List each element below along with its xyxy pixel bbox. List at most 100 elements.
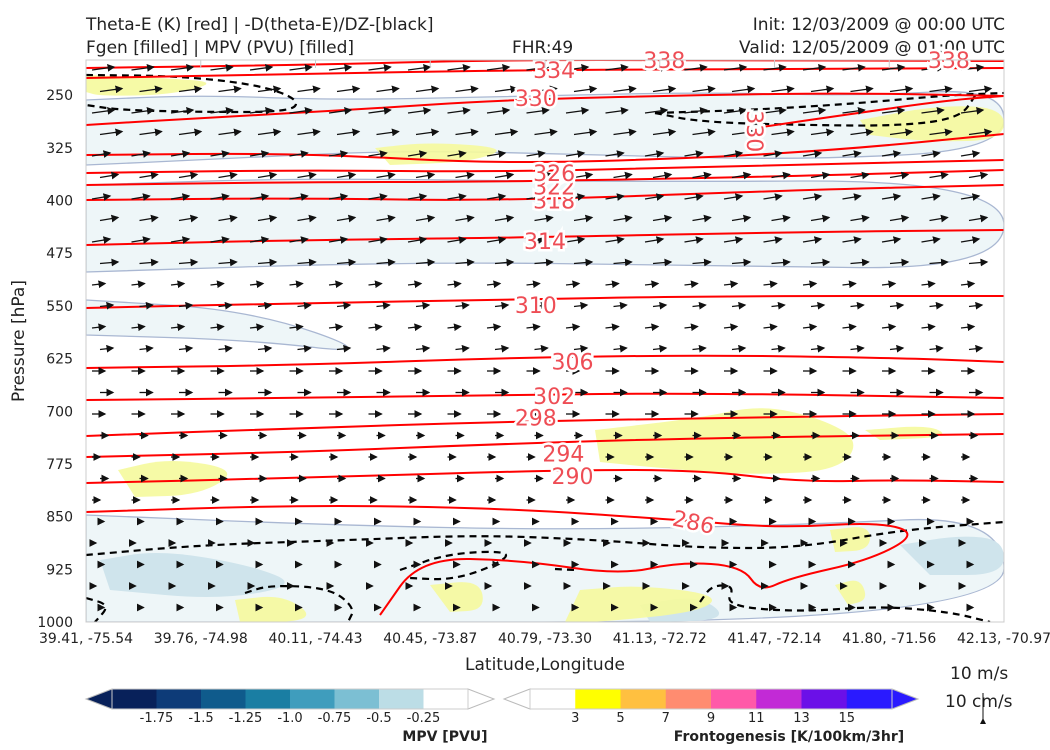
wind-vector bbox=[802, 107, 827, 115]
wind-vector bbox=[921, 323, 936, 332]
wind-vector bbox=[139, 301, 154, 310]
wind-vector bbox=[534, 258, 554, 267]
wind-vector bbox=[802, 150, 823, 158]
wind-vector bbox=[91, 64, 116, 72]
x-tick-label: 40.11, -74.43 bbox=[268, 631, 362, 647]
wind-vector bbox=[652, 171, 673, 180]
wind-vector bbox=[771, 128, 795, 137]
wind-vector bbox=[763, 150, 783, 158]
theta-e-contour-label: 318 bbox=[533, 190, 575, 215]
wind-vector bbox=[407, 193, 428, 201]
wind-vector bbox=[921, 150, 941, 158]
stability-contour bbox=[654, 91, 1004, 115]
wind-vector bbox=[257, 85, 282, 94]
wind-vector bbox=[249, 193, 270, 201]
wind-vector bbox=[297, 214, 317, 223]
theta-e-contour bbox=[86, 229, 1004, 246]
wind-vector bbox=[921, 280, 936, 289]
wind-vector bbox=[297, 171, 317, 180]
wind-vector bbox=[139, 214, 159, 223]
theta-e-contour-label: 294 bbox=[542, 442, 584, 467]
wind-vector bbox=[447, 193, 467, 201]
wind-vector bbox=[336, 301, 352, 310]
wind-vector bbox=[368, 150, 388, 158]
theta-e-contours bbox=[86, 60, 1004, 616]
wind-vector bbox=[723, 64, 748, 72]
wind-vector bbox=[336, 344, 352, 353]
wind-vector bbox=[178, 344, 194, 353]
y-tick-label: 325 bbox=[46, 141, 73, 157]
wind-vector bbox=[170, 64, 195, 72]
y-axis-ticks: 250 325 400 475 550 625 700 775 850 925 1000 bbox=[37, 88, 73, 631]
wind-vector bbox=[534, 85, 558, 94]
wind-vector bbox=[929, 214, 949, 223]
wind-vector bbox=[763, 107, 787, 115]
wind-vector bbox=[802, 236, 823, 244]
theta-e-contour bbox=[86, 505, 909, 616]
wind-vector bbox=[455, 128, 479, 137]
wind-vector bbox=[376, 85, 400, 94]
y-tick-label: 250 bbox=[46, 88, 73, 104]
wind-vector bbox=[881, 323, 897, 332]
wind-vector bbox=[771, 85, 795, 94]
wind-vector bbox=[644, 150, 665, 158]
wind-vector bbox=[328, 193, 349, 201]
wind-vector bbox=[850, 301, 865, 310]
x-tick-label: 40.45, -73.87 bbox=[383, 631, 477, 647]
wind-vector bbox=[960, 64, 985, 72]
wind-vector bbox=[328, 64, 353, 72]
wind-vector bbox=[170, 323, 186, 332]
wind-vector bbox=[249, 107, 274, 115]
wind-vector bbox=[376, 214, 396, 223]
theta-e-contour-label: 326 bbox=[533, 162, 575, 187]
y-tick-label: 400 bbox=[46, 194, 73, 210]
wind-vector bbox=[763, 323, 778, 332]
wind-vector bbox=[297, 344, 312, 353]
wind-vector bbox=[842, 193, 862, 201]
wind-vector bbox=[881, 150, 902, 158]
wind-vector bbox=[131, 236, 151, 244]
wind-vector bbox=[139, 85, 163, 94]
wind-vector bbox=[692, 344, 707, 353]
wind-vector bbox=[297, 258, 317, 267]
wind-vector bbox=[565, 236, 586, 244]
wind-vector bbox=[328, 107, 353, 115]
vector-scale-label-1: 10 m/s bbox=[950, 664, 1009, 684]
wind-vector bbox=[210, 64, 234, 72]
wind-vector bbox=[613, 214, 633, 223]
filled-fields bbox=[86, 75, 1004, 622]
wind-vector bbox=[889, 171, 910, 180]
theta-e-contour-label: 338 bbox=[643, 49, 685, 74]
wind-vector bbox=[210, 150, 230, 158]
y-tick-label: 850 bbox=[46, 510, 73, 526]
colorbar-extend-right bbox=[891, 688, 920, 710]
theta-e-contour-label: 290 bbox=[552, 465, 594, 490]
wind-vector bbox=[605, 64, 629, 72]
wind-vector bbox=[486, 150, 507, 158]
wind-vector bbox=[368, 193, 388, 201]
y-axis-label: Pressure [hPa] bbox=[9, 280, 29, 402]
wind-vector bbox=[447, 323, 462, 332]
x-axis-label: Latitude,Longitude bbox=[465, 655, 625, 675]
colorbar-tick-label: 5 bbox=[616, 711, 624, 726]
wind-vector bbox=[99, 301, 115, 310]
wind-vector bbox=[763, 64, 787, 72]
wind-vector bbox=[328, 280, 344, 289]
theta-e-contour bbox=[86, 295, 1004, 309]
wind-vector bbox=[494, 128, 519, 137]
wind-vector bbox=[455, 85, 479, 94]
wind-vector bbox=[889, 214, 910, 223]
wind-vector bbox=[170, 107, 195, 115]
mpv-colorbar-title: MPV [PVU] bbox=[402, 729, 487, 745]
colorbar-extend-left bbox=[84, 688, 113, 710]
colorbar-tick-label: -1.0 bbox=[277, 711, 302, 726]
wind-vector bbox=[99, 128, 124, 137]
wind-vector bbox=[534, 344, 549, 353]
wind-vector bbox=[415, 171, 436, 180]
wind-vector bbox=[178, 301, 194, 310]
wind-vector bbox=[218, 128, 242, 137]
wind-vector bbox=[407, 323, 423, 332]
wind-vector bbox=[257, 301, 273, 310]
wind-vector bbox=[810, 171, 831, 180]
wind-vector bbox=[968, 171, 989, 180]
